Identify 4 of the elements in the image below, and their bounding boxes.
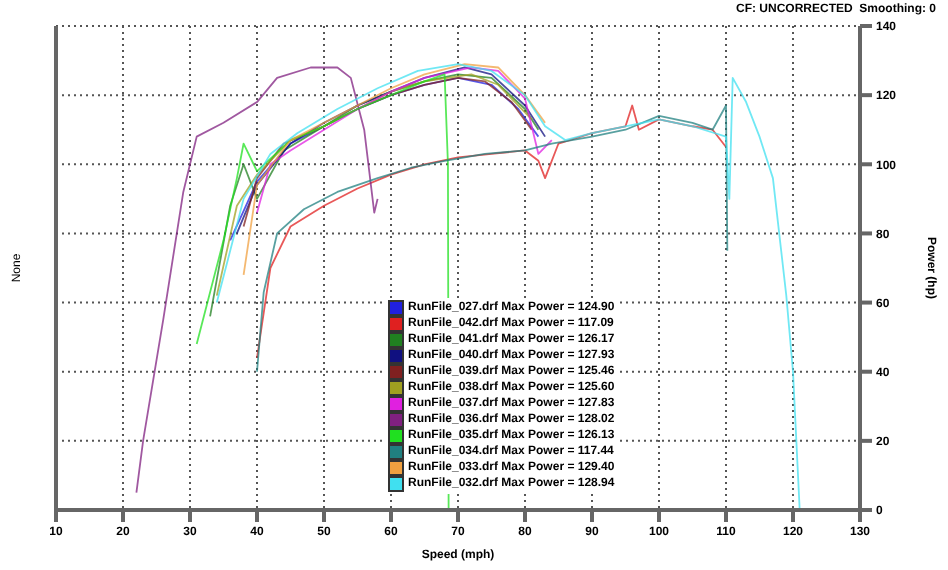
line-series xyxy=(256,66,553,214)
line-series xyxy=(215,63,801,510)
line-series xyxy=(135,66,379,494)
line-series xyxy=(242,63,546,276)
